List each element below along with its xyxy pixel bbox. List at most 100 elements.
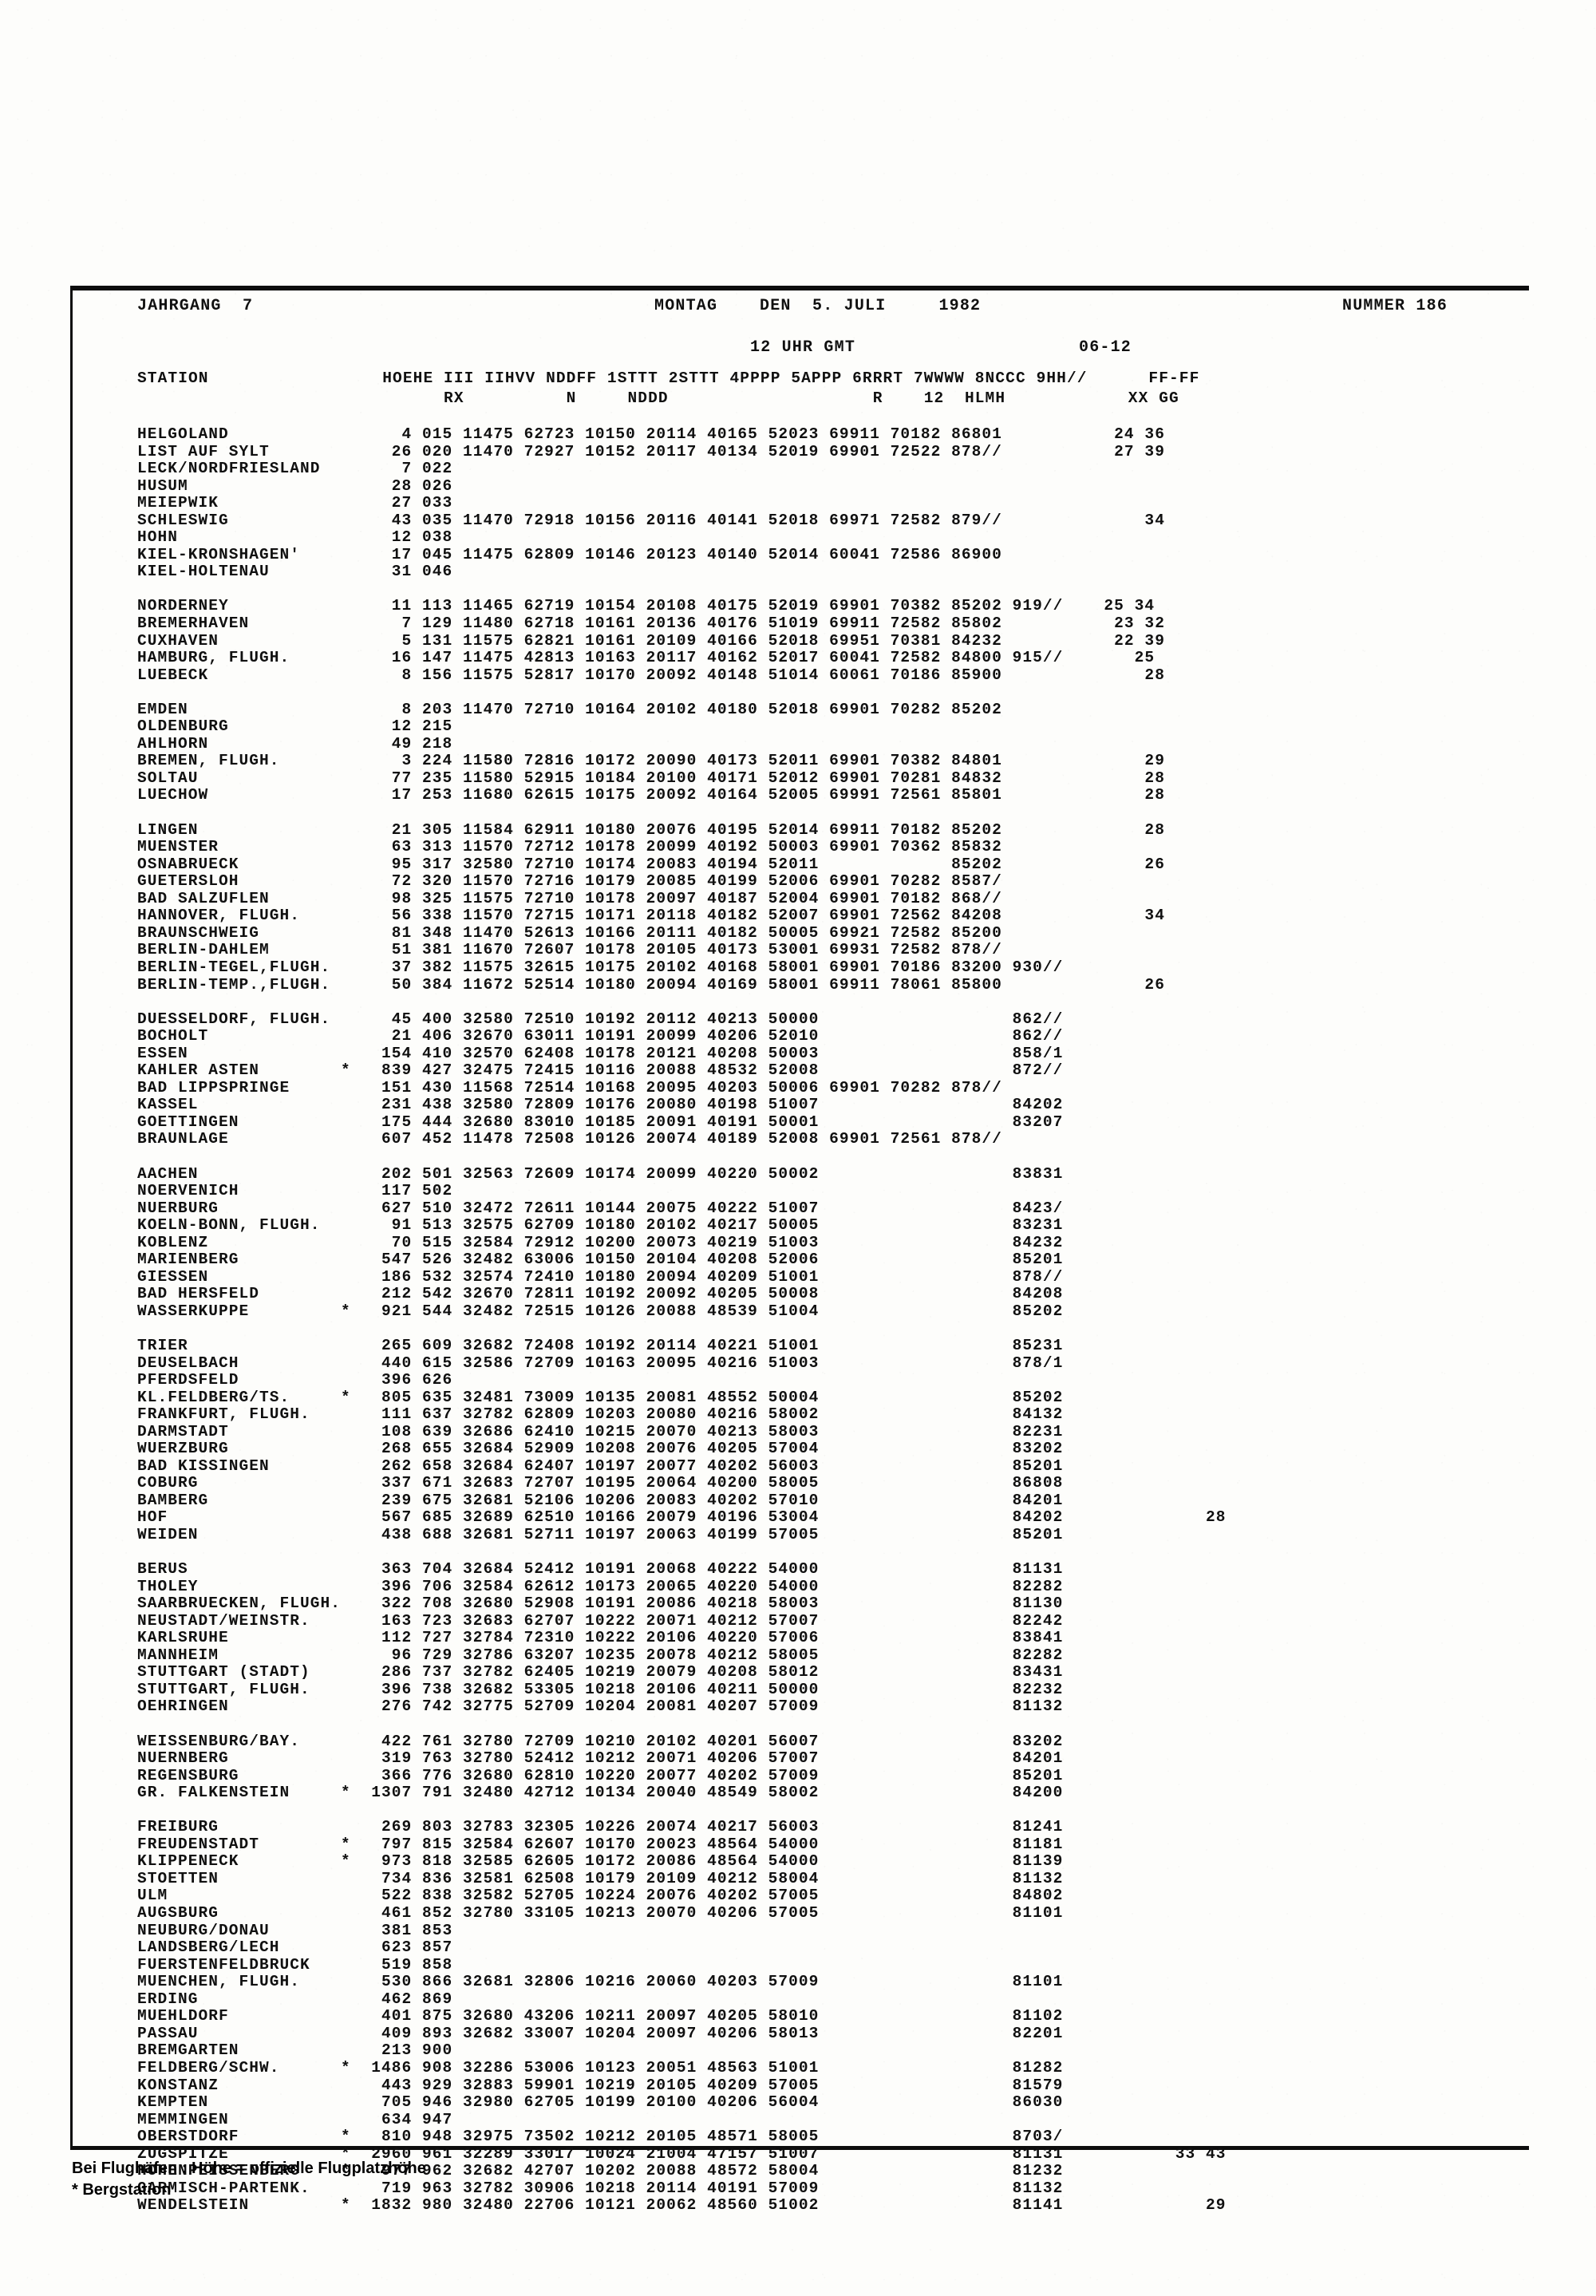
station-row: BRAUNSCHWEIG 81 348 11470 52613 10166 20… [137, 923, 1002, 942]
station-row: STOETTEN 734 836 32581 62508 10179 20109… [137, 1869, 1064, 1887]
station-row: DEUSELBACH 440 615 32586 72709 10163 200… [137, 1353, 1064, 1372]
station-row: KOELN-BONN, FLUGH. 91 513 32575 62709 10… [137, 1216, 1064, 1235]
station-row: KONSTANZ 443 929 32883 59901 10219 20105… [137, 2076, 1064, 2094]
station-row: HOF 567 685 32689 62510 10166 20079 4019… [137, 1508, 1227, 1527]
station-row: HUSUM 28 026 [137, 476, 453, 495]
station-row: COBURG 337 671 32683 72707 10195 20064 4… [137, 1474, 1064, 1492]
station-row: ZUGSPITZE * 2960 961 32289 33017 10024 2… [137, 2144, 1227, 2163]
station-row: BERUS 363 704 32684 52412 10191 20068 40… [137, 1560, 1064, 1579]
station-row: SAARBRUECKEN, FLUGH. 322 708 32680 52908… [137, 1595, 1064, 1613]
station-row: KASSEL 231 438 32580 72809 10176 20080 4… [137, 1096, 1064, 1114]
station-row: OLDENBURG 12 215 [137, 717, 453, 736]
station-row: STUTTGART, FLUGH. 396 738 32682 53305 10… [137, 1680, 1064, 1698]
station-row: EMDEN 8 203 11470 72710 10164 20102 4018… [137, 700, 1002, 718]
station-row: NUERBURG 627 510 32472 72611 10144 20075… [137, 1199, 1064, 1217]
station-row: BREMERHAVEN 7 129 11480 62718 10161 2013… [137, 615, 1165, 633]
station-row: LANDSBERG/LECH 623 857 [137, 1938, 453, 1957]
station-row: LUECHOW 17 253 11680 62615 10175 20092 4… [137, 786, 1165, 804]
station-row: BOCHOLT 21 406 32670 63011 10191 20099 4… [137, 1027, 1064, 1045]
station-row: KL.FELDBERG/TS. * 805 635 32481 73009 10… [137, 1388, 1064, 1406]
date-line: MONTAG DEN 5. JULI 1982 [654, 297, 982, 315]
observation-rows: HELGOLAND 4 015 11475 62723 10150 20114 … [137, 425, 1227, 2215]
station-row: WENDELSTEIN * 1832 980 32480 22706 10121… [137, 2196, 1227, 2215]
station-row: KOBLENZ 70 515 32584 72912 10200 20073 4… [137, 1233, 1064, 1251]
station-row: OBERSTDORF * 810 948 32975 73502 10212 2… [137, 2128, 1064, 2146]
station-row: NEUBURG/DONAU 381 853 [137, 1921, 453, 1939]
station-row: KIEL-HOLTENAU 31 046 [137, 563, 453, 581]
row-spacer [137, 684, 1226, 701]
row-spacer [137, 1802, 1226, 1820]
station-row: GUETERSLOH 72 320 11570 72716 10179 2008… [137, 872, 1002, 891]
station-row: GR. FALKENSTEIN * 1307 791 32480 42712 1… [137, 1784, 1064, 1802]
station-row: MEIEPWIK 27 033 [137, 494, 453, 512]
station-row: NOERVENICH 117 502 [137, 1182, 453, 1200]
station-row: ERDING 462 869 [137, 1990, 453, 2008]
station-row: LECK/NORDFRIESLAND 7 022 [137, 460, 453, 478]
station-row: AHLHORN 49 218 [137, 734, 453, 753]
column-header-row-2: RX N NDDD R 12 HLMH XX GG [137, 389, 1179, 407]
row-spacer [137, 1544, 1226, 1562]
station-row: DARMSTADT 108 639 32686 62410 10215 2007… [137, 1422, 1064, 1440]
station-row: HOHN 12 038 [137, 528, 453, 547]
station-row: FREUDENSTADT * 797 815 32584 62607 10170… [137, 1835, 1064, 1853]
station-row: DUESSELDORF, FLUGH. 45 400 32580 72510 1… [137, 1010, 1064, 1028]
row-spacer [137, 1148, 1226, 1166]
station-row: CUXHAVEN 5 131 11575 62821 10161 20109 4… [137, 631, 1165, 650]
station-row: KARLSRUHE 112 727 32784 72310 10222 2010… [137, 1629, 1064, 1647]
station-row: SCHLESWIG 43 035 11470 72918 10156 20116… [137, 511, 1165, 529]
legend-mountain-note: * Bergstation [72, 2181, 172, 2199]
station-row: FRANKFURT, FLUGH. 111 637 32782 62809 10… [137, 1405, 1064, 1424]
station-row: BREMEN, FLUGH. 3 224 11580 72816 10172 2… [137, 752, 1165, 770]
station-row: PASSAU 409 893 32682 33007 10204 20097 4… [137, 2024, 1064, 2042]
volume-label: JAHRGANG 7 [137, 297, 254, 315]
station-row: FREIBURG 269 803 32783 32305 10226 20074… [137, 1818, 1064, 1836]
station-row: KIEL-KRONSHAGEN' 17 045 11475 62809 1014… [137, 545, 1002, 563]
station-row: ESSEN 154 410 32570 62408 10178 20121 40… [137, 1044, 1064, 1062]
station-row: BAD KISSINGEN 262 658 32684 62407 10197 … [137, 1456, 1064, 1475]
observation-time: 12 UHR GMT [750, 338, 856, 357]
station-row: HANNOVER, FLUGH. 56 338 11570 72715 1017… [137, 907, 1165, 925]
station-row: BAD HERSFELD 212 542 32670 72811 10192 2… [137, 1285, 1064, 1303]
station-row: WASSERKUPPE * 921 544 32482 72515 10126 … [137, 1302, 1064, 1320]
station-row: MUEHLDORF 401 875 32680 43206 10211 2009… [137, 2007, 1064, 2025]
station-row: AUGSBURG 461 852 32780 33105 10213 20070… [137, 1904, 1064, 1923]
station-row: REGENSBURG 366 776 32680 62810 10220 200… [137, 1766, 1064, 1784]
legend-block: Bei Flughäfen : Höhe = offizielle Flugpl… [72, 2158, 426, 2201]
station-row: MEMMINGEN 634 947 [137, 2110, 453, 2128]
station-row: MARIENBERG 547 526 32482 63006 10150 201… [137, 1251, 1064, 1269]
station-row: AACHEN 202 501 32563 72609 10174 20099 4… [137, 1164, 1064, 1183]
column-header-row-1: STATION HOEHE III IIHVV NDDFF 1STTT 2STT… [137, 369, 1200, 387]
station-row: STUTTGART (STADT) 286 737 32782 62405 10… [137, 1663, 1064, 1681]
station-row: TRIER 265 609 32682 72408 10192 20114 40… [137, 1336, 1064, 1354]
station-row: BAMBERG 239 675 32681 52106 10206 20083 … [137, 1491, 1064, 1509]
station-row: BREMGARTEN 213 900 [137, 2041, 453, 2060]
row-spacer [137, 804, 1226, 822]
station-row: BERLIN-TEGEL,FLUGH. 37 382 11575 32615 1… [137, 958, 1064, 976]
station-row: NUERNBERG 319 763 32780 52412 10212 2007… [137, 1749, 1064, 1768]
station-row: NORDERNEY 11 113 11465 62719 10154 20108… [137, 597, 1156, 615]
station-row: HELGOLAND 4 015 11475 62723 10150 20114 … [137, 425, 1165, 443]
observation-period: 06-12 [1079, 338, 1132, 357]
station-row: OSNABRUECK 95 317 32580 72710 10174 2008… [137, 855, 1165, 873]
station-row: GARMISCH-PARTENK. 719 963 32782 30906 10… [137, 2179, 1064, 2197]
station-row: HOHENPEISSENBERG * 977 962 32682 42707 1… [137, 2162, 1064, 2180]
row-spacer [137, 581, 1226, 599]
station-row: MUENSTER 63 313 11570 72712 10178 20099 … [137, 838, 1002, 856]
station-row: WEISSENBURG/BAY. 422 761 32780 72709 102… [137, 1732, 1064, 1750]
issue-number: NUMMER 186 [1342, 297, 1448, 315]
station-row: KAHLER ASTEN * 839 427 32475 72415 10116… [137, 1061, 1064, 1080]
station-row: GIESSEN 186 532 32574 72410 10180 20094 … [137, 1267, 1064, 1286]
station-row: GOETTINGEN 175 444 32680 83010 10185 200… [137, 1112, 1064, 1131]
station-row: NEUSTADT/WEINSTR. 163 723 32683 62707 10… [137, 1611, 1064, 1630]
station-row: THOLEY 396 706 32584 62612 10173 20065 4… [137, 1577, 1064, 1595]
station-row: MANNHEIM 96 729 32786 63207 10235 20078 … [137, 1646, 1064, 1664]
station-row: KEMPTEN 705 946 32980 62705 10199 20100 … [137, 2093, 1064, 2112]
row-spacer [137, 994, 1226, 1011]
station-row: HAMBURG, FLUGH. 16 147 11475 42813 10163… [137, 649, 1156, 667]
row-spacer [137, 1320, 1226, 1338]
station-row: BERLIN-DAHLEM 51 381 11670 72607 10178 2… [137, 941, 1002, 959]
station-row: BAD LIPPSPRINGE 151 430 11568 72514 1016… [137, 1078, 1002, 1097]
station-row: BERLIN-TEMP.,FLUGH. 50 384 11672 52514 1… [137, 975, 1165, 994]
station-row: WUERZBURG 268 655 32684 52909 10208 2007… [137, 1440, 1064, 1458]
